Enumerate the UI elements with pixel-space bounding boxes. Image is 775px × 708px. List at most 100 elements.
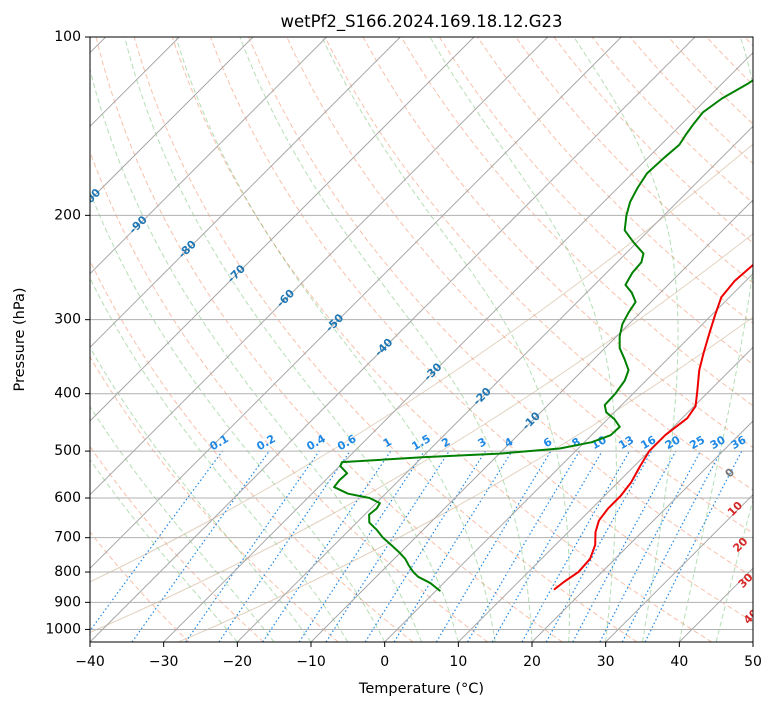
temperature-profile [553, 263, 753, 591]
moist-adiabat [573, 37, 679, 642]
dry-adiabat [400, 37, 753, 407]
dry-adiabat [90, 259, 414, 642]
moist-adiabat [90, 458, 238, 642]
moist-adiabat [239, 37, 533, 642]
dry-adiabat [90, 150, 488, 642]
dry-adiabat [95, 37, 563, 642]
y-tick-label: 700 [54, 530, 81, 546]
mixing-ratio-label: 4 [502, 435, 515, 450]
isotherm-gridline [236, 125, 753, 642]
isotherm-gridline [678, 567, 753, 642]
x-tick-label: −20 [223, 654, 253, 670]
dry-adiabat [210, 37, 753, 623]
moist-adiabat [124, 37, 459, 642]
moist-adiabat [715, 498, 753, 642]
x-tick-label: 50 [744, 654, 762, 670]
y-tick-label: 300 [54, 312, 81, 328]
x-tick-label: 20 [523, 654, 541, 670]
mixing-ratio-label: 0.4 [304, 432, 328, 453]
isotherm-gridline [531, 420, 753, 642]
x-tick-label: 0 [380, 654, 389, 670]
x-axis: −40 −30 −20 −10 0 10 20 30 40 50 [75, 642, 762, 670]
mixing-ratio-line [185, 450, 320, 642]
mixing-ratio-line [435, 450, 552, 642]
mixing-ratio-line [325, 450, 450, 642]
background-curve [178, 316, 753, 642]
background-curve [90, 143, 753, 583]
dry-adiabat [591, 37, 753, 204]
moist-adiabat-label: 40 [741, 607, 761, 627]
y-tick-label: 500 [54, 443, 81, 459]
y-tick-label: 900 [54, 594, 81, 610]
isotherm-gridline [384, 272, 753, 642]
dry-adiabat [90, 531, 190, 642]
dry-adiabat [133, 37, 638, 642]
mixing-ratio-label: 36 [729, 433, 749, 452]
mixing-ratio-line [621, 450, 722, 642]
isotherm-gridline [310, 199, 753, 642]
dry-adiabat [286, 37, 753, 534]
mixing-ratio-label: 6 [541, 435, 554, 450]
moist-adiabat [429, 37, 617, 642]
mixing-ratio-label: 25 [687, 433, 707, 452]
mixing-ratio-line [393, 450, 513, 642]
isotherm-gridline [90, 37, 401, 349]
isotherm-gridline [90, 37, 254, 201]
isotherm-gridline [90, 37, 549, 496]
isotherm-gridline [457, 346, 753, 642]
moist-adiabat [678, 37, 753, 642]
mixing-ratio-line [599, 450, 702, 642]
mixing-ratio-line [131, 450, 270, 642]
x-tick-label: 40 [670, 654, 688, 670]
moist-adiabat-label: 10 [725, 499, 745, 519]
isotherm-gridline [163, 51, 753, 642]
dry-adiabat [324, 37, 753, 491]
mixing-ratio-label: 0.2 [254, 432, 277, 453]
mixing-ratio-line [298, 450, 425, 642]
dry-adiabat [439, 37, 753, 366]
mixing-ratio-line [90, 450, 223, 632]
dry-adiabat [90, 445, 264, 642]
dewpoint-profile [333, 79, 753, 592]
moist-adiabat [752, 640, 753, 642]
background-curve [90, 233, 753, 633]
isotherm-gridline [605, 493, 753, 642]
dry-adiabat [248, 37, 753, 578]
dry-adiabat [90, 356, 339, 642]
mixing-ratio-label: 8 [570, 435, 583, 450]
mixing-ratio-label: 2 [439, 435, 452, 450]
x-tick-label: 10 [449, 654, 467, 670]
y-tick-label: 1000 [45, 621, 81, 637]
moist-adiabat [175, 37, 496, 642]
y-axis-label: Pressure (hPa) [12, 287, 28, 391]
plot-frame [89, 36, 754, 643]
y-tick-label: 600 [54, 490, 81, 506]
chart-title: wetPf2_S166.2024.169.18.12.G23 [280, 12, 562, 32]
x-tick-label: −30 [149, 654, 179, 670]
x-tick-label: −10 [296, 654, 326, 670]
mixing-ratio-line [364, 450, 486, 642]
mixing-ratio-line [466, 450, 580, 642]
moist-adiabat [90, 190, 386, 642]
y-tick-label: 100 [54, 29, 81, 45]
moist-adiabat [90, 346, 312, 642]
dry-adiabat [744, 37, 753, 47]
mixing-ratio-line [572, 450, 677, 642]
isotherm-gridline [90, 37, 328, 275]
mixing-ratio-line [491, 450, 603, 642]
y-axis: 100 200 300 400 500 600 700 800 900 1000 [45, 29, 90, 637]
isotherm-gridline [90, 37, 475, 422]
moist-adiabat [90, 277, 349, 642]
mixing-ratio-label: 3 [476, 435, 489, 450]
y-tick-label: 400 [54, 386, 81, 402]
mixing-ratio-label: 0.1 [207, 432, 230, 453]
x-tick-label: 30 [597, 654, 615, 670]
dry-adiabat [553, 37, 753, 244]
y-tick-label: 200 [54, 207, 81, 223]
y-tick-label: 800 [54, 564, 81, 580]
dry-adiabat [171, 37, 712, 642]
isotherm-gridline [90, 37, 696, 642]
mixing-ratio-line [218, 450, 351, 642]
plot-area: -100-90-80-70-60-50-40-30-20-100.1 0.2 0.4… [90, 37, 761, 642]
